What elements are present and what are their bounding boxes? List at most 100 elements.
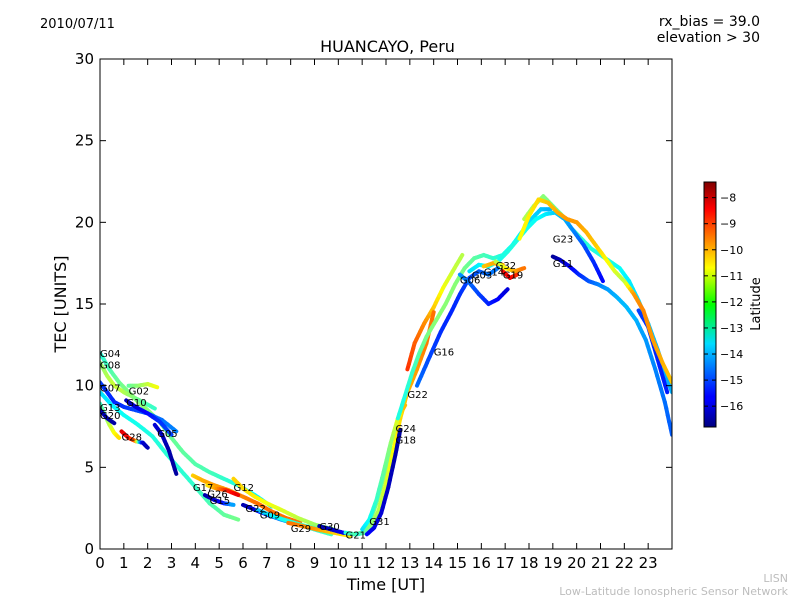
trace-segment [153, 384, 160, 390]
colorbar-tick-label: −11 [720, 270, 743, 283]
prn-label-g13: G13 [100, 403, 120, 414]
rx-bias-label: rx_bias = 39.0 [658, 14, 760, 30]
prn-label-g10: G10 [126, 398, 146, 409]
prn-label-g26: G26 [207, 490, 227, 501]
prn-label-g24: G24 [396, 424, 416, 435]
trace-g15 [202, 493, 236, 507]
x-tick-label: 4 [191, 554, 201, 572]
prn-label-g04: G04 [100, 349, 120, 360]
trace-g29 [286, 520, 353, 538]
prn-label-g02: G02 [129, 387, 149, 398]
y-tick-label: 30 [75, 50, 94, 68]
colorbar: −8 −9 −10 −11 −12 −13 −14 −15 −16 [703, 181, 743, 428]
x-tick-label: 9 [310, 554, 320, 572]
y-tick-label: 0 [84, 540, 94, 558]
colorbar-tick-label: −16 [720, 400, 743, 413]
chart-title: HUANCAYO, Peru [320, 37, 455, 56]
x-tick-label: 8 [286, 554, 296, 572]
prn-label-g29: G29 [291, 524, 311, 535]
trace-g32 [493, 259, 527, 274]
x-tick-label: 18 [519, 554, 538, 572]
trace-segment [167, 430, 174, 437]
y-tick-label: 15 [75, 295, 94, 313]
colorbar-label: Latitude [749, 277, 764, 331]
trace-g18 [364, 427, 403, 537]
y-axis: 0 5 10 15 20 25 30 [75, 50, 672, 558]
x-axis-label: Time [UT] [346, 575, 425, 594]
colorbar-tick-label: −10 [720, 244, 743, 257]
colorbar-tick-label: −15 [720, 374, 743, 387]
trace-unlabeled-4 [636, 308, 670, 395]
trace-segment [172, 467, 179, 476]
y-tick-label: 20 [75, 213, 94, 231]
x-tick-label: 21 [591, 554, 610, 572]
prn-label-g09: G09 [260, 511, 280, 522]
trace-segment [520, 266, 527, 271]
prn-label-g16: G16 [434, 347, 454, 358]
prn-label-g28: G28 [122, 432, 142, 443]
x-tick-label: 13 [400, 554, 419, 572]
x-tick-label: 20 [567, 554, 586, 572]
trace-segment [110, 420, 117, 426]
trace-segment [401, 403, 408, 410]
y-tick-label: 5 [84, 458, 94, 476]
x-tick-label: 17 [496, 554, 515, 572]
x-tick-label: 11 [353, 554, 372, 572]
prn-label-g05: G05 [157, 429, 177, 440]
x-axis: 0 1 2 3 4 5 6 7 8 9 10 11 12 13 14 15 16 17 18 19 20 21 22 23 [95, 59, 658, 572]
trace-g08 [100, 360, 157, 411]
x-tick-label: 1 [119, 554, 129, 572]
prn-label-g14: G14 [484, 267, 504, 278]
y-axis-label: TEC [UNITS] [51, 256, 70, 354]
trace-g28 [119, 429, 150, 450]
trace-segment [233, 516, 241, 522]
trace-segment [430, 310, 436, 321]
credit-short: LISN [763, 572, 788, 585]
prn-label-g22a: G22 [245, 504, 265, 515]
trace-unlabeled-2 [405, 253, 465, 372]
credit-block: LISN Low-Latitude Ionospheric Sensor Net… [559, 572, 788, 598]
trace-unlabeled-3 [522, 194, 672, 395]
x-tick-label: 23 [639, 554, 658, 572]
trace-segment [397, 427, 403, 437]
prn-label-g19: G19 [503, 271, 523, 282]
prn-label-g08: G08 [100, 360, 120, 371]
prn-label-g32: G32 [496, 261, 516, 272]
prn-label-g07: G07 [100, 383, 120, 394]
x-tick-label: 19 [543, 554, 562, 572]
y-tick-label: 10 [75, 377, 94, 395]
trace-layer [100, 194, 672, 538]
credit-long: Low-Latitude Ionospheric Sensor Network [559, 585, 788, 598]
prn-label-g18: G18 [396, 436, 416, 447]
prn-label-g06: G06 [460, 276, 480, 287]
trace-segment [150, 405, 157, 411]
prn-label-g23: G23 [553, 235, 573, 246]
trace-segment [663, 383, 670, 395]
trace-g06 [457, 272, 510, 306]
colorbar-gradient [703, 181, 717, 428]
trace-g16 [415, 266, 500, 388]
colorbar-tick-label: −12 [720, 296, 743, 309]
x-tick-label: 0 [95, 554, 105, 572]
trace-g02 [126, 382, 160, 390]
trace-g05 [152, 422, 179, 476]
prn-label-g17: G17 [193, 483, 213, 494]
colorbar-tick-label: −9 [720, 218, 736, 231]
prn-label-g20: G20 [100, 411, 120, 422]
prn-label-g12: G12 [234, 483, 254, 494]
prn-label-g30: G30 [319, 522, 339, 533]
trace-g19 [500, 269, 520, 280]
prn-label-g03: G03 [472, 271, 492, 282]
x-tick-label: 3 [167, 554, 177, 572]
trace-segment [144, 444, 150, 450]
x-tick-label: 2 [143, 554, 153, 572]
prn-label-g22: G22 [407, 390, 427, 401]
prn-label-g31: G31 [369, 517, 389, 528]
trace-segment [233, 492, 241, 498]
trace-segment [503, 287, 510, 294]
trace-g20 [100, 408, 117, 426]
trace-g23 [517, 197, 672, 385]
trace-segment [599, 275, 605, 284]
trace-segment [513, 272, 520, 278]
